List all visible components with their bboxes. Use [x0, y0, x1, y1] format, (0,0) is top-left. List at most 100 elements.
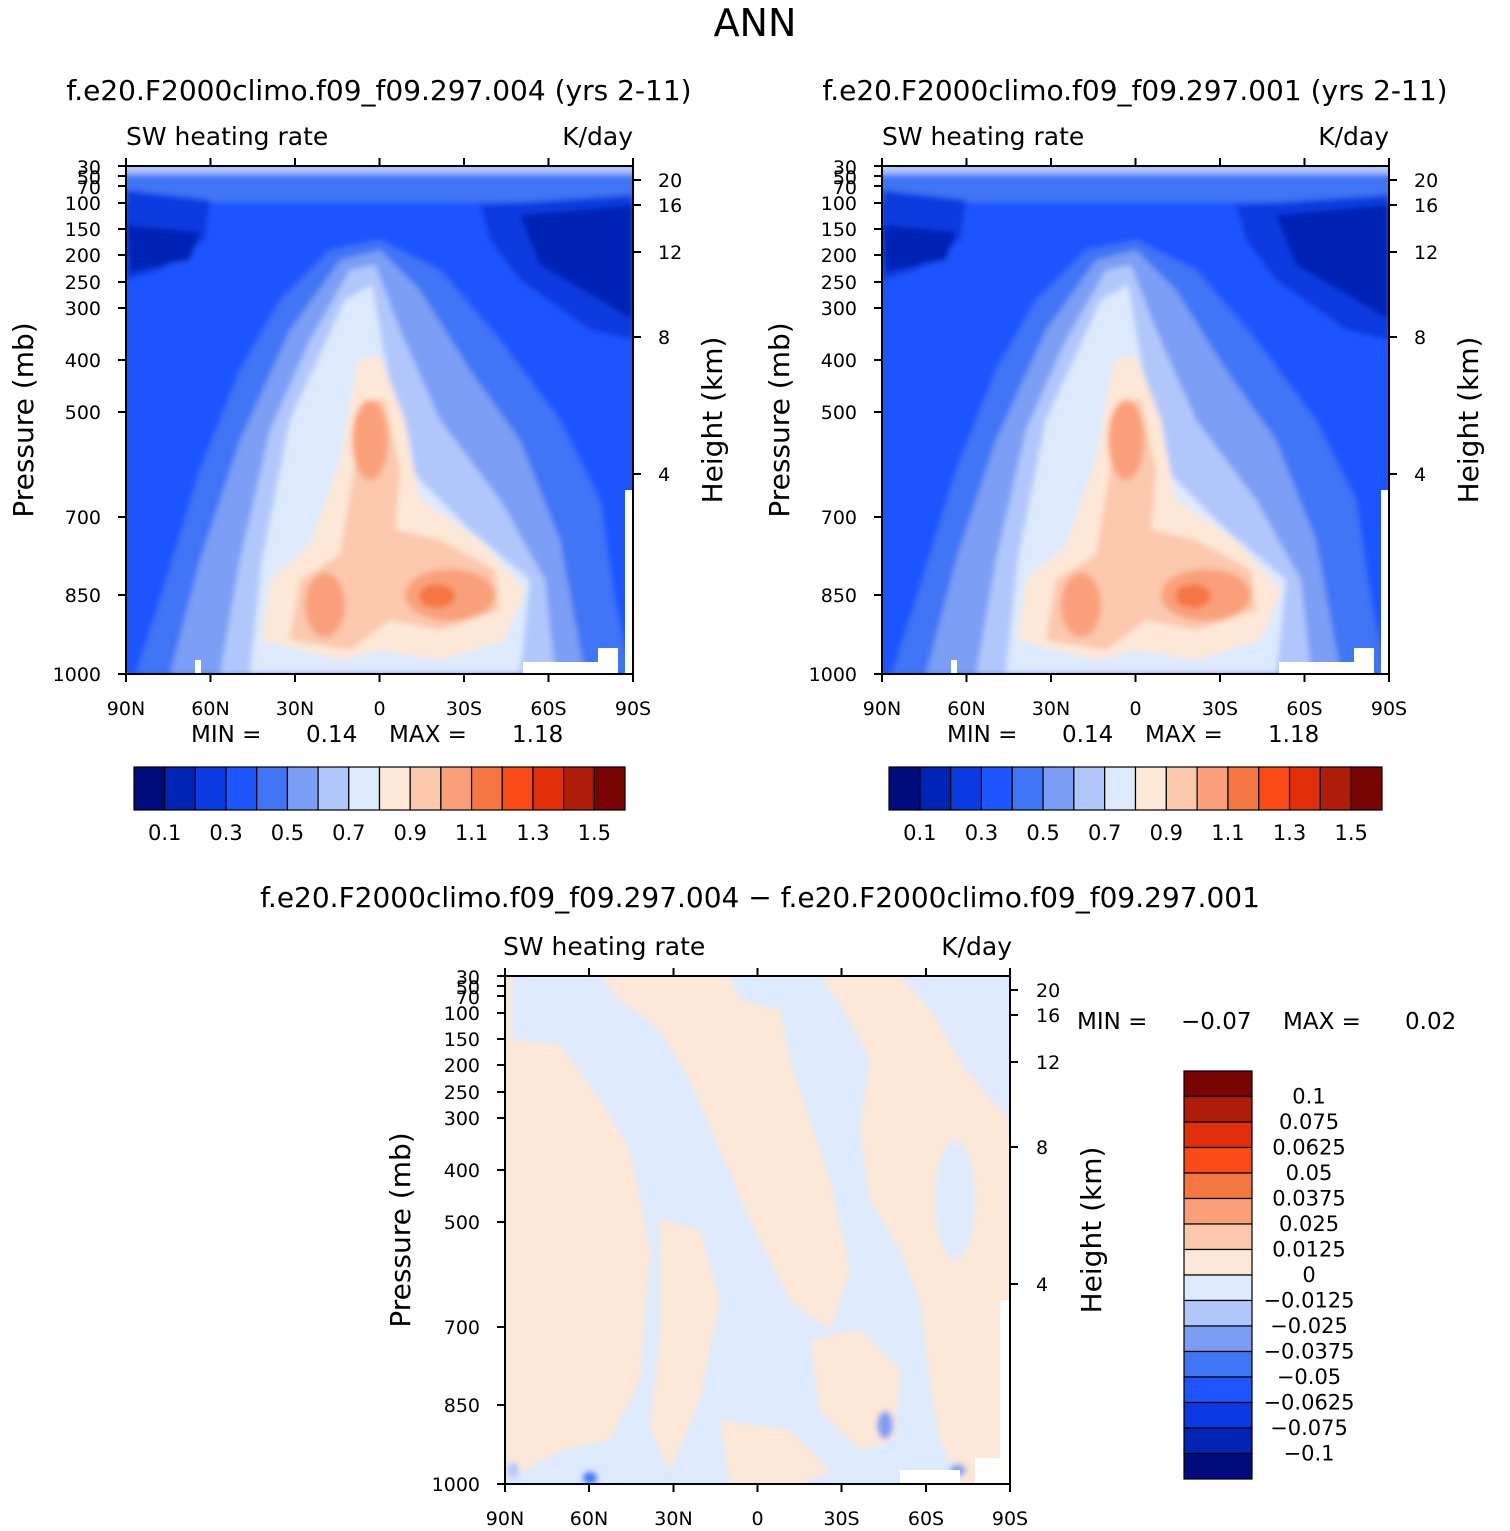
band-top-edge — [126, 166, 633, 174]
figure-title: ANN — [714, 1, 797, 45]
band-neg-patch — [507, 1462, 519, 1478]
colorbar-label: 0.7 — [332, 821, 365, 845]
band-dark-nh-core — [126, 225, 200, 272]
height-tick-label: 4 — [658, 464, 670, 486]
pressure-tick-label: 700 — [444, 1317, 480, 1339]
pressure-tick-label: 400 — [65, 350, 101, 372]
x-tick-label: 60S — [530, 698, 566, 720]
band-pos — [650, 1220, 720, 1470]
colorbar-label: 0 — [1302, 1263, 1315, 1287]
missing-data — [1279, 662, 1354, 674]
band-warm-3-b — [1061, 573, 1101, 637]
colorbar: 0.1 0.3 0.5 0.7 0.9 1.1 1.3 1.5 — [133, 766, 626, 845]
variable-label: SW heating rate — [503, 932, 705, 961]
colorbar-swatch — [164, 766, 196, 811]
colorbar-label: 1.1 — [455, 821, 488, 845]
band-pos — [555, 1120, 600, 1340]
x-tick-label: 60N — [947, 698, 985, 720]
band-neg-patch — [583, 1472, 597, 1484]
x-tick-label: 90S — [992, 1508, 1028, 1530]
colorbar-swatch — [256, 766, 289, 811]
x-tick-label: 60N — [191, 698, 229, 720]
x-tick-labels: 90N 60N 30N 0 30S 60S 90S — [863, 698, 1407, 720]
colorbar-label: 0.05 — [1286, 1161, 1333, 1185]
panel-case1: f.e20.F2000climo.f09_f09.297.004 (yrs 2-… — [7, 74, 729, 845]
pressure-tick-label: 700 — [65, 507, 101, 529]
height-tick-label: 4 — [1414, 464, 1426, 486]
colorbar-swatch — [532, 766, 565, 811]
pressure-tick-label: 100 — [444, 1003, 480, 1025]
x-tick-label: 90S — [1371, 698, 1407, 720]
x-tick-label: 90N — [107, 698, 145, 720]
colorbar-swatch — [409, 766, 442, 811]
panel-difference: f.e20.F2000climo.f09_f09.297.004 − f.e20… — [260, 881, 1456, 1530]
x-tick-label: 60N — [570, 1508, 608, 1530]
colorbar-label: 0.9 — [393, 821, 426, 845]
colorbar-swatch — [1183, 1146, 1253, 1174]
max-label: MAX = — [389, 722, 467, 748]
x-tick-label: 90N — [486, 1508, 524, 1530]
pressure-tick-label: 50 — [456, 977, 480, 999]
colorbar-swatch — [593, 766, 626, 811]
colorbar-swatch — [1011, 766, 1044, 811]
band-warm-4 — [419, 584, 455, 608]
colorbar-label: 0.1 — [1292, 1085, 1325, 1109]
height-tick-label: 12 — [1036, 1052, 1060, 1074]
pressure-tick-label: 50 — [77, 167, 101, 189]
height-tick-label: 8 — [1036, 1137, 1048, 1159]
pressure-tick-label: 1000 — [432, 1474, 480, 1496]
pressure-tick-label: 70 — [456, 987, 480, 1009]
contour-field — [882, 166, 1389, 674]
height-tick-labels: 20 16 12 8 4 — [658, 170, 682, 486]
colorbar-label: 0.1 — [148, 821, 181, 845]
y-axis-label: Pressure (mb) — [384, 1132, 417, 1327]
pressure-tick-label: 300 — [444, 1108, 480, 1130]
x-tick-label: 0 — [373, 698, 385, 720]
colorbar-label: −0.025 — [1270, 1314, 1348, 1338]
pressure-tick-label: 70 — [833, 177, 857, 199]
x-tick-label: 60S — [1286, 698, 1322, 720]
band-warm-3-a — [1108, 400, 1144, 480]
colorbar-label: 0.0125 — [1272, 1238, 1345, 1262]
colorbar-label: −0.1 — [1284, 1442, 1335, 1466]
colorbar-swatch — [1183, 1427, 1253, 1455]
height-tick-label: 20 — [658, 170, 682, 192]
x-tick-label: 90N — [863, 698, 901, 720]
colorbar-swatch — [1183, 1197, 1253, 1225]
colorbar-swatch — [286, 766, 319, 811]
y-axis-label-right: Height (km) — [1452, 337, 1485, 504]
panel-case2: f.e20.F2000climo.f09_f09.297.001 (yrs 2-… — [763, 74, 1485, 845]
band-pos — [600, 976, 850, 1330]
colorbar-label: −0.05 — [1277, 1365, 1341, 1389]
colorbar-swatch — [1319, 766, 1352, 811]
x-tick-labels: 90N 60N 30N 0 30S 60S 90S — [107, 698, 651, 720]
band-warm-3-b — [305, 573, 345, 637]
contour-field — [505, 976, 1010, 1484]
colorbar-swatch — [1073, 766, 1106, 811]
colorbar-label: 0.3 — [209, 821, 242, 845]
pressure-tick-label: 850 — [65, 585, 101, 607]
colorbar-label: 1.1 — [1211, 821, 1244, 845]
colorbar: 0.1 0.3 0.5 0.7 0.9 1.1 1.3 1.5 — [888, 766, 1383, 845]
colorbar-swatch — [1165, 766, 1198, 811]
colorbar-swatch — [563, 766, 595, 811]
colorbar-label: −0.0625 — [1263, 1391, 1354, 1415]
band-neg-patch — [877, 1411, 893, 1439]
max-label: MAX = — [1145, 722, 1223, 748]
colorbar-label: 1.5 — [578, 821, 611, 845]
x-tick-label: 90S — [615, 698, 651, 720]
pressure-tick-labels: 30 50 70 100 150 200 250 300 400 500 700… — [432, 967, 480, 1496]
x-tick-label: 30N — [654, 1508, 692, 1530]
pressure-tick-label: 300 — [821, 298, 857, 320]
colorbar: 0.10.0750.06250.050.03750.0250.01250−0.0… — [1183, 1070, 1355, 1480]
pressure-tick-label: 200 — [65, 245, 101, 267]
pressure-tick-labels: 30 50 70 100 150 200 250 300 400 500 700… — [53, 157, 101, 686]
pressure-tick-label: 200 — [444, 1055, 480, 1077]
height-tick-label: 20 — [1414, 170, 1438, 192]
colorbar-label: 0.5 — [271, 821, 304, 845]
pressure-tick-label: 150 — [65, 219, 101, 241]
height-tick-label: 16 — [658, 195, 682, 217]
colorbar-label: −0.0125 — [1263, 1289, 1354, 1313]
missing-data — [1381, 490, 1389, 674]
